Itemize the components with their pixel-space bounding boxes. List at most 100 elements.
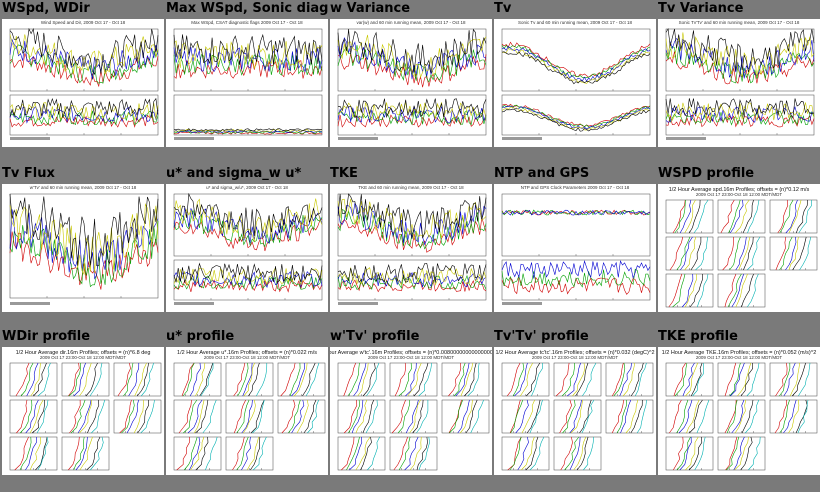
- plot-image: Sonic Tv and 60 min running mean, 2009 O…: [501, 20, 651, 140]
- profile-line: [684, 236, 697, 271]
- data-series-line: [337, 263, 487, 283]
- profile-line: [740, 363, 753, 397]
- plot-thumbnail-link[interactable]: TKE and 60 min running mean, 2009 Oct 17…: [330, 184, 492, 312]
- plot-image: 1/2 Hour Average spd.16m Profiles; offse…: [665, 187, 818, 308]
- profile-line: [75, 436, 88, 471]
- profile-subplot-frame: [553, 399, 602, 434]
- profile-line: [362, 399, 374, 434]
- profile-line: [684, 273, 697, 308]
- tile-title: WSpd, WDir: [2, 1, 90, 16]
- profile-line: [449, 399, 463, 434]
- plot-thumbnail-link[interactable]: 1/2 Hour Average dir.16m Profiles; offse…: [2, 347, 164, 475]
- plot-thumbnail-link[interactable]: NTP and GPS Clock Parameters 2009 Oct 17…: [494, 184, 656, 312]
- data-series-line: [665, 98, 815, 119]
- profile-line: [409, 436, 422, 471]
- profile-line: [360, 436, 372, 471]
- profile-line: [241, 399, 253, 434]
- plot-panel-frame: [173, 28, 323, 92]
- plot-thumbnail-link[interactable]: 1/2 Hour Average spd.16m Profiles; offse…: [658, 184, 820, 312]
- profile-line: [726, 399, 738, 434]
- profile-line: [79, 436, 93, 471]
- data-series-line: [665, 102, 815, 122]
- profile-line: [405, 362, 417, 397]
- plot-title: var(w) and 60 min running mean, 2009 Oct…: [356, 20, 466, 25]
- plot-image: TKE and 60 min running mean, 2009 Oct 17…: [337, 185, 487, 305]
- plot-thumbnail-link[interactable]: u* and sigma_w/u*, 2009 Oct 17 - Oct 18: [166, 184, 328, 312]
- profile-line: [90, 436, 104, 471]
- data-series-line: [173, 130, 323, 134]
- profile-line: [729, 236, 741, 271]
- profile-line: [674, 362, 688, 397]
- profile-line: [564, 436, 580, 471]
- profile-line: [307, 399, 319, 434]
- profile-line: [685, 436, 699, 471]
- profile-subplot-frame: [61, 362, 110, 397]
- profile-line: [625, 399, 639, 434]
- plot-title: Max WSpd, CSAT diagnostic flags 2009 Oct…: [191, 20, 303, 25]
- profile-line: [37, 362, 51, 397]
- profile-subplot-frame: [769, 362, 818, 397]
- profile-line: [731, 273, 744, 308]
- tile-title: w Variance: [330, 1, 411, 16]
- data-series-line: [173, 262, 323, 284]
- profile-line: [136, 362, 149, 397]
- profile-line: [183, 399, 198, 434]
- profile-line: [29, 399, 44, 434]
- profile-line: [506, 362, 521, 397]
- plot-thumbnail-link[interactable]: var(w) and 60 min running mean, 2009 Oct…: [330, 19, 492, 147]
- plot-thumbnail-link[interactable]: 1/2 Hour Average tc'tc'.16m Profiles; of…: [494, 347, 656, 475]
- plot-thumbnail-link[interactable]: w'Tv' and 60 min running mean, 2009 Oct …: [2, 184, 164, 312]
- profile-line: [416, 436, 428, 471]
- profile-line: [689, 399, 703, 434]
- data-series-line: [173, 218, 323, 252]
- data-series-line: [173, 207, 323, 244]
- profile-line: [792, 236, 807, 271]
- plot-thumbnail-link[interactable]: 1/2 Hour Average TKE.16m Profiles; offse…: [658, 347, 820, 475]
- profile-line: [734, 199, 750, 234]
- profile-line: [133, 399, 144, 434]
- data-series-line: [9, 97, 159, 118]
- profile-line: [672, 199, 686, 234]
- plot-title: Sonic Tv and 60 min running mean, 2009 O…: [518, 20, 632, 25]
- profile-subplot-frame: [9, 436, 58, 471]
- plot-thumbnail-link[interactable]: 1/2 Hour Average u*.16m Profiles; offset…: [166, 347, 328, 475]
- profile-line: [738, 236, 751, 271]
- plot-title: w'Tv' and 60 min running mean, 2009 Oct …: [30, 185, 137, 190]
- profile-line: [526, 399, 541, 434]
- profile-line: [678, 399, 693, 434]
- profile-line: [669, 236, 683, 271]
- profile-line: [413, 362, 429, 397]
- data-series-line: [337, 193, 487, 239]
- plot-thumbnail-link[interactable]: Sonic Tv and 60 min running mean, 2009 O…: [494, 19, 656, 147]
- profile-subplot-frame: [665, 436, 714, 471]
- profile-line: [355, 436, 371, 471]
- profile-line: [724, 273, 737, 308]
- profile-line: [195, 436, 209, 471]
- profile-line: [567, 362, 581, 397]
- plot-thumbnail-link[interactable]: Sonic Tv'Tv' and 60 min running mean, 20…: [658, 19, 820, 147]
- profile-line: [742, 199, 754, 234]
- plot-thumbnail-link[interactable]: 1/2 Hour Average w'tc'.16m Profiles; off…: [330, 347, 492, 475]
- profile-line: [525, 362, 541, 397]
- profile-line: [405, 399, 419, 434]
- plot-thumbnail-link[interactable]: Max WSpd, CSAT diagnostic flags 2009 Oct…: [166, 19, 328, 147]
- profile-line: [788, 399, 800, 434]
- data-series-line: [173, 33, 323, 65]
- profile-line: [25, 437, 37, 471]
- profile-line: [77, 399, 92, 434]
- data-series-line: [337, 98, 487, 119]
- profile-line: [293, 362, 308, 397]
- data-series-line: [337, 101, 487, 122]
- profile-line: [87, 399, 100, 434]
- data-series-line: [665, 45, 815, 84]
- plot-subtitle: 2009 Oct 17 23:00-Oct 18 12:00 MDT/MDT: [368, 355, 455, 360]
- profile-line: [232, 436, 245, 471]
- plot-thumbnail-link[interactable]: Wind Speed and Dir, 2009 Oct 17 - Oct 18: [2, 19, 164, 147]
- profile-line: [775, 236, 787, 271]
- tile-title: WDir profile: [2, 329, 91, 344]
- profile-line: [679, 436, 692, 471]
- profile-line: [734, 399, 747, 434]
- profile-line: [748, 436, 761, 471]
- profile-line: [20, 362, 34, 397]
- profile-line: [685, 362, 698, 397]
